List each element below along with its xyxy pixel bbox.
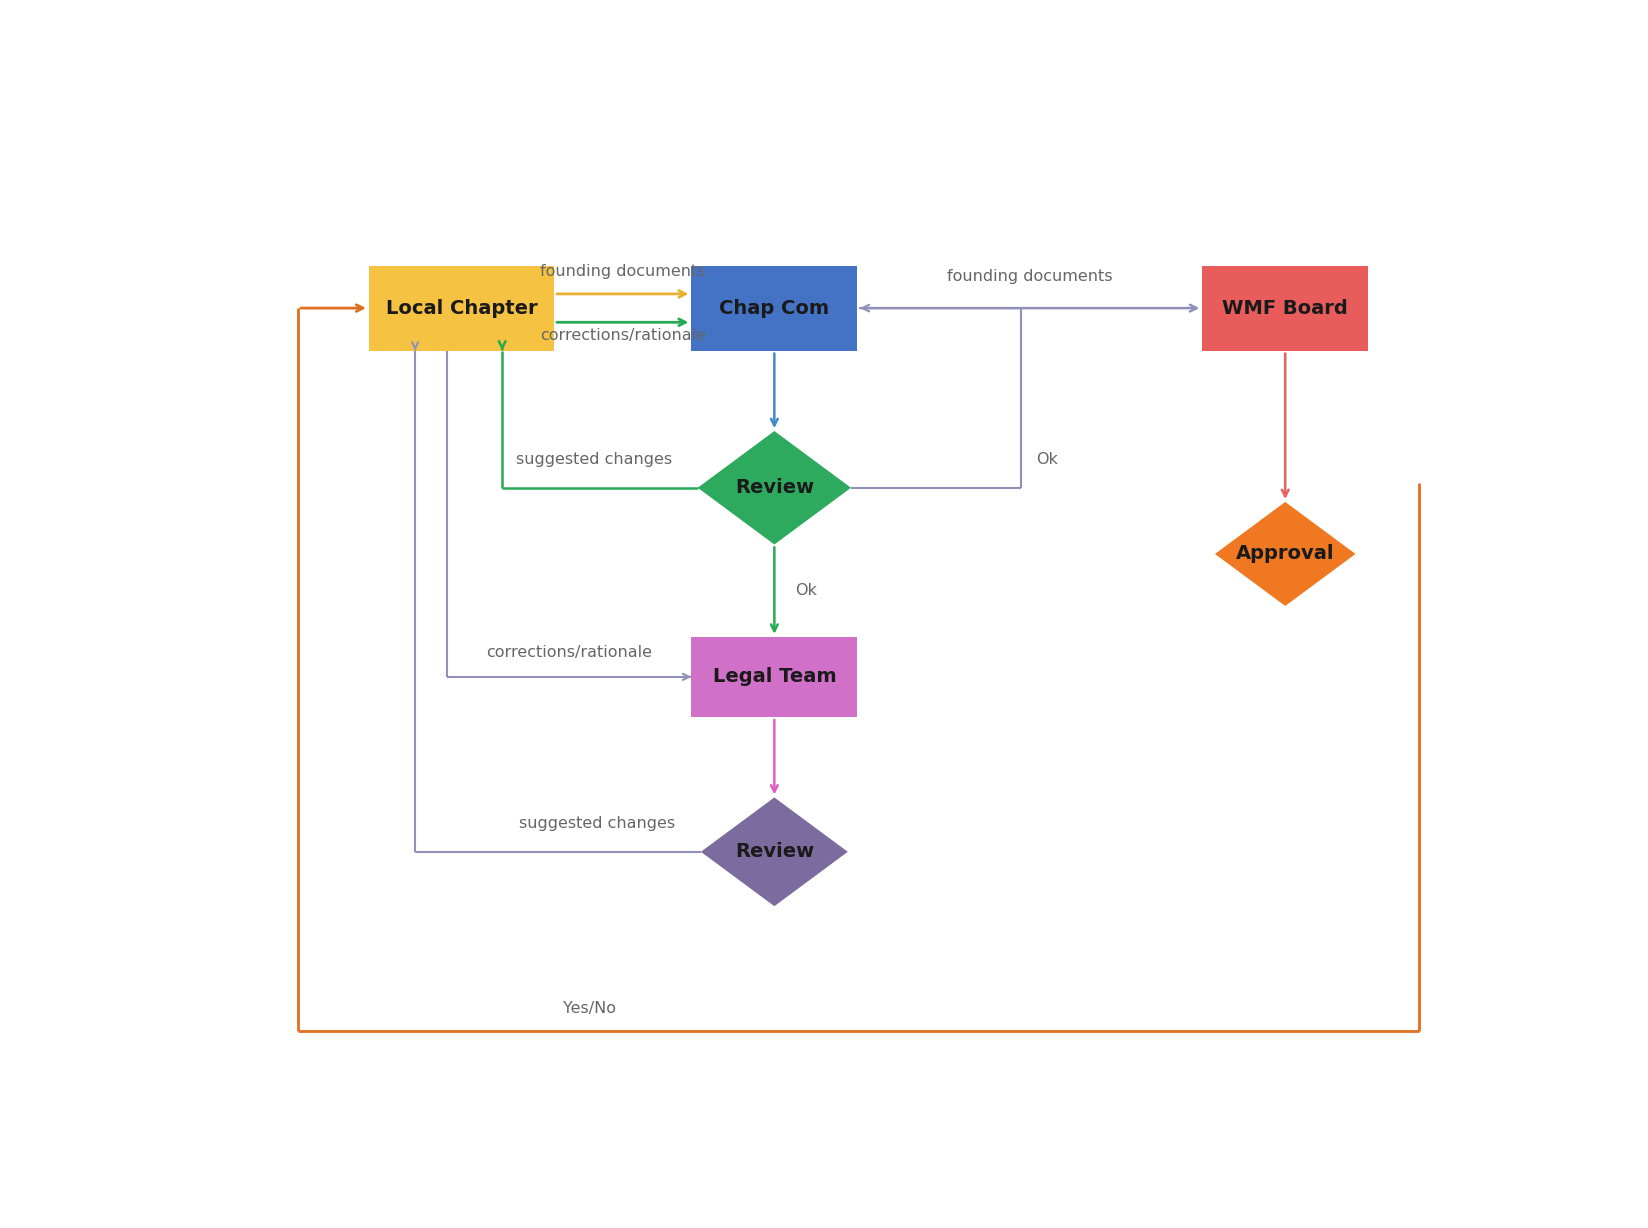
FancyBboxPatch shape — [692, 265, 857, 351]
Text: Local Chapter: Local Chapter — [386, 298, 537, 318]
Text: founding documents: founding documents — [948, 269, 1112, 284]
FancyBboxPatch shape — [369, 265, 554, 351]
Polygon shape — [697, 431, 850, 544]
Text: Ok: Ok — [1037, 452, 1058, 467]
Polygon shape — [700, 797, 847, 906]
Text: Chap Com: Chap Com — [719, 298, 829, 318]
Text: Ok: Ok — [794, 583, 817, 598]
Text: suggested changes: suggested changes — [519, 815, 676, 831]
Text: Yes/No: Yes/No — [562, 1001, 616, 1017]
Text: Review: Review — [735, 478, 814, 497]
Text: founding documents: founding documents — [541, 264, 705, 279]
Text: WMF Board: WMF Board — [1223, 298, 1348, 318]
Text: Legal Team: Legal Team — [712, 667, 836, 686]
Text: Review: Review — [735, 842, 814, 861]
Text: corrections/rationale: corrections/rationale — [486, 645, 653, 659]
Text: suggested changes: suggested changes — [516, 452, 672, 467]
Polygon shape — [1215, 502, 1355, 605]
FancyBboxPatch shape — [692, 636, 857, 717]
Text: corrections/rationale: corrections/rationale — [539, 328, 705, 343]
FancyBboxPatch shape — [1203, 265, 1368, 351]
Text: Approval: Approval — [1236, 544, 1335, 564]
